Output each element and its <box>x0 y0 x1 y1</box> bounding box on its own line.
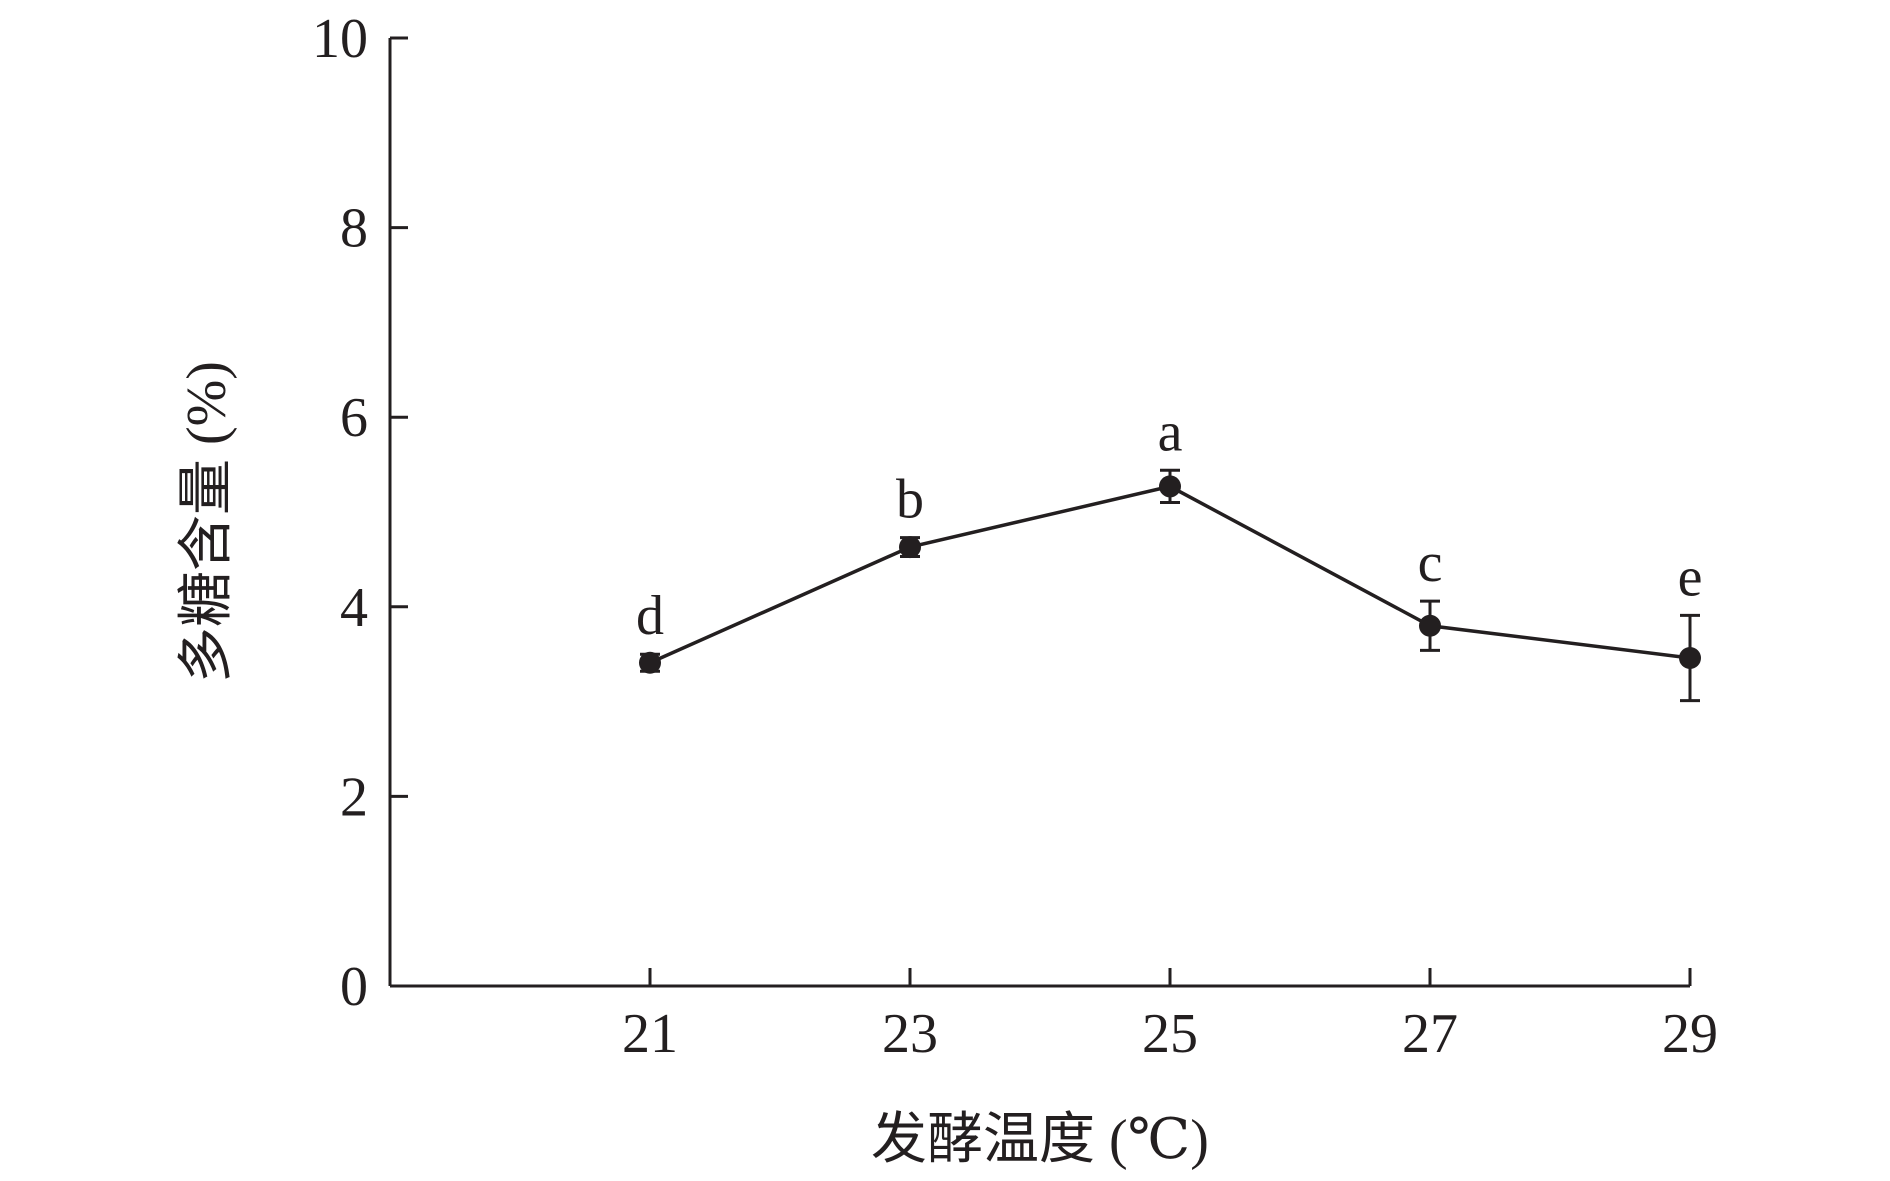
x-ticks: 21 23 25 27 29 <box>622 968 1718 1065</box>
axes: 0 2 4 6 8 10 21 23 25 27 29 <box>312 8 1718 1065</box>
x-axis-label: 发酵温度 (℃) <box>871 1109 1209 1171</box>
y-tick-label: 6 <box>340 387 368 449</box>
y-tick-label: 8 <box>340 198 368 260</box>
series-line <box>649 484 1691 665</box>
data-point <box>1159 475 1181 498</box>
x-tick-label: 25 <box>1142 1003 1198 1065</box>
data-label: e <box>1678 546 1703 608</box>
y-tick-label: 2 <box>340 766 368 828</box>
data-label: b <box>896 469 924 531</box>
data-point <box>1679 646 1701 669</box>
data-point <box>639 651 661 674</box>
x-tick-label: 29 <box>1662 1003 1718 1065</box>
x-tick-label: 23 <box>882 1003 938 1065</box>
data-point <box>1419 614 1441 637</box>
y-axis-label: 多糖含量 (%) <box>176 361 238 683</box>
x-tick-label: 21 <box>622 1003 678 1065</box>
y-tick-label: 4 <box>340 577 368 639</box>
series-layer: d b a c e <box>636 401 1703 703</box>
y-tick-label: 10 <box>312 8 368 70</box>
data-label: a <box>1158 401 1183 463</box>
data-label: d <box>636 585 664 647</box>
y-ticks: 0 2 4 6 8 10 <box>312 8 408 1018</box>
x-tick-label: 27 <box>1402 1003 1458 1065</box>
data-label: c <box>1418 532 1443 594</box>
data-point <box>899 536 921 559</box>
y-tick-label: 0 <box>340 956 368 1018</box>
